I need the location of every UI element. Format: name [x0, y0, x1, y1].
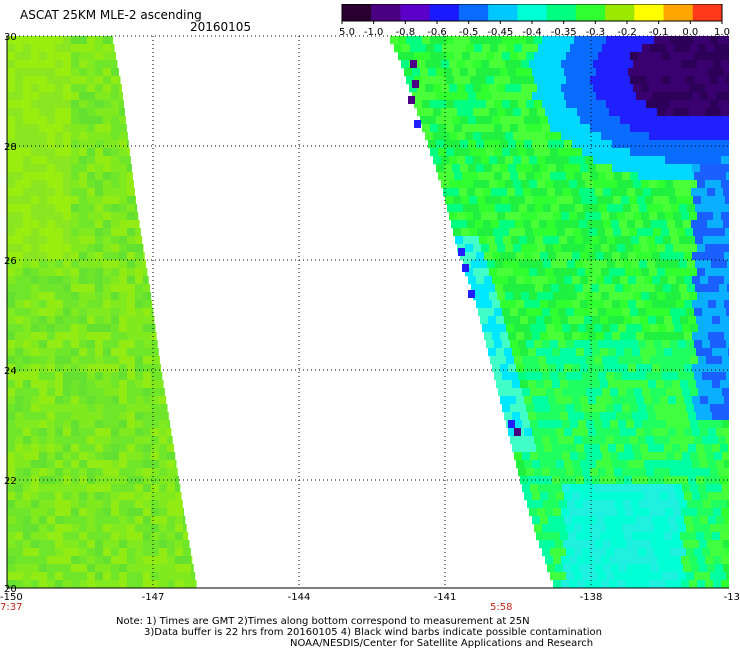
colorbar-tick-label: -0.8	[396, 27, 416, 36]
note-line-1: Note: 1) Times are GMT 2)Times along bot…	[116, 616, 530, 627]
colorbar-tick-label: -0.1	[649, 27, 669, 36]
lat-label: 28	[4, 142, 17, 153]
colorbar-swatch	[429, 4, 460, 21]
right-swath	[390, 36, 729, 588]
colorbar-tick-label: -0.2	[617, 27, 637, 36]
colorbar-swatch	[605, 4, 635, 21]
lon-label: -141	[434, 592, 457, 603]
lon-label: -138	[580, 592, 603, 603]
colorbar-swatch	[663, 4, 694, 21]
color-scale-bar: -15.0 -1.0 -0.8 -0.6 -0.5 -0.45 -0.4 -0.35 -0.3 -…	[340, 4, 730, 36]
colorbar-swatch	[634, 4, 665, 21]
note-line-2: 3)Data buffer is 22 hrs from 20160105 4)…	[144, 627, 602, 638]
colorbar-tick-label: -0.4	[522, 27, 542, 36]
colorbar-tick-label: -0.35	[551, 27, 577, 36]
lon-label: -13	[724, 592, 740, 603]
lat-label: 22	[4, 476, 17, 487]
colorbar-swatch	[400, 4, 431, 21]
colorbar-swatch	[371, 4, 401, 21]
colorbar-swatch	[692, 4, 723, 21]
colorbar-tick-label: -0.3	[586, 27, 606, 36]
note-line-3: NOAA/NESDIS/Center for Satellite Applica…	[290, 638, 594, 649]
colorbar-tick-label: 1.0	[714, 27, 730, 36]
graticule	[6, 35, 729, 589]
colorbar-tick-label: -1.0	[364, 27, 384, 36]
colorbar-tick-label: -0.6	[427, 27, 447, 36]
lon-label: -147	[142, 592, 165, 603]
colorbar-swatch	[517, 4, 548, 21]
map-title: ASCAT 25KM MLE-2 ascending	[20, 8, 202, 22]
colorbar-tick-label: -0.5	[459, 27, 479, 36]
lat-label: 26	[4, 256, 17, 267]
map-date: 20160105	[190, 20, 252, 34]
lat-label: 24	[4, 366, 17, 377]
colorbar-swatch	[488, 4, 518, 21]
colorbar-tick-label: 0.0	[682, 27, 698, 36]
colorbar-swatch	[546, 4, 577, 21]
colorbar-swatch	[342, 4, 372, 21]
lon-label: -144	[288, 592, 311, 603]
time-label-left: 7:37	[0, 602, 22, 613]
lat-label: 20	[4, 584, 17, 595]
swath-map: 30 28 26 24 22 20-150 -147 -144 -141 -138 -13 7:37 5…	[0, 32, 740, 613]
left-swath	[7, 36, 197, 588]
lon-label: -150	[0, 592, 23, 603]
colorbar-swatch	[458, 4, 489, 21]
colorbar-tick-label: -15.0	[340, 27, 355, 36]
time-label-right: 5:58	[490, 602, 512, 613]
colorbar-swatch	[575, 4, 606, 21]
colorbar-tick-label: -0.45	[487, 27, 513, 36]
lat-label: 30	[4, 32, 17, 43]
